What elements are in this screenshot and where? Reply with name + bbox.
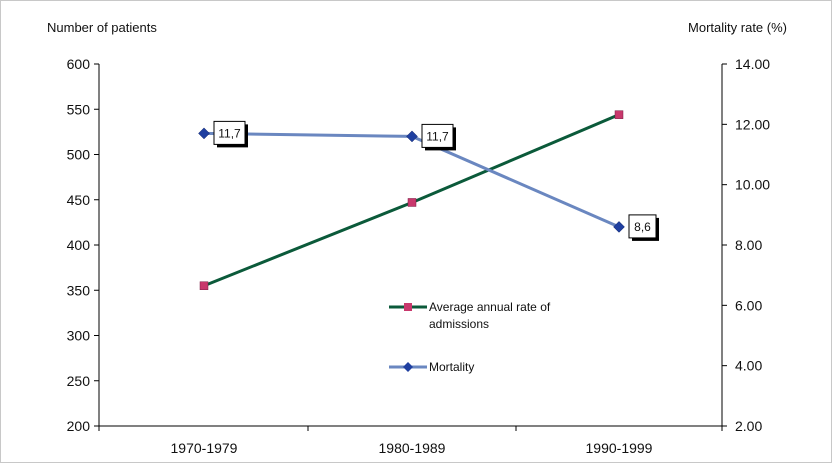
right-tick-label: 6.00 [735, 297, 762, 313]
legend-label-line: admissions [429, 317, 489, 331]
series-line-2 [203, 131, 620, 229]
x-tick-label: 1970-1979 [171, 440, 238, 456]
data-label: 11,7 [426, 129, 449, 143]
legend-marker-square [404, 303, 412, 311]
left-tick-label: 450 [67, 192, 91, 208]
left-tick-label: 350 [67, 282, 91, 298]
data-point-square [199, 281, 209, 290]
data-label: 11,7 [218, 126, 241, 140]
right-tick-label: 2.00 [735, 418, 762, 434]
right-tick-label: 10.00 [735, 177, 770, 193]
left-tick-label: 550 [67, 101, 91, 117]
legend-marker-diamond [403, 362, 413, 372]
right-tick-label: 12.00 [735, 116, 770, 132]
data-point-diamond [613, 221, 625, 233]
legend-label-line: Average annual rate of [429, 300, 551, 314]
left-tick-label: 250 [67, 373, 91, 389]
data-label-box [628, 214, 657, 239]
right-tick-label: 4.00 [735, 358, 762, 374]
right-tick-label: 14.00 [735, 56, 770, 72]
data-point-square [614, 110, 624, 119]
left-tick-label: 400 [67, 237, 91, 253]
left-tick-label: 200 [67, 418, 91, 434]
x-tick-label: 1980-1989 [379, 440, 446, 456]
right-axis-title: Mortality rate (%) [688, 20, 787, 35]
right-tick-label: 8.00 [735, 237, 762, 253]
data-label-box [213, 120, 246, 145]
data-label: 8,6 [634, 220, 651, 234]
legend-label: Mortality [429, 360, 474, 374]
left-axis-title: Number of patients [47, 20, 157, 35]
left-tick-label: 600 [67, 56, 91, 72]
left-tick-label: 300 [67, 328, 91, 344]
data-point-diamond [406, 130, 418, 143]
x-tick-label: 1990-1999 [586, 440, 653, 456]
data-point-square [407, 198, 417, 207]
left-tick-label: 500 [67, 147, 91, 163]
data-point-diamond [198, 127, 210, 140]
data-label-box [421, 123, 454, 148]
